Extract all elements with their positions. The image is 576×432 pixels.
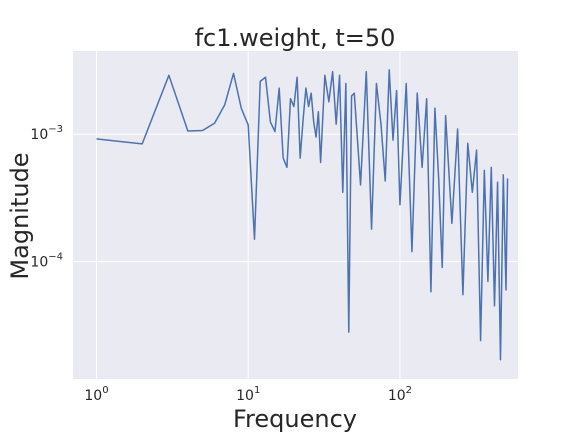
- x-tick-labels: 100 101 102: [84, 385, 412, 404]
- y-tick-label: 10−4: [30, 252, 63, 271]
- chart-title: fc1.weight, t=50: [195, 24, 396, 52]
- grid-lines: [73, 51, 518, 379]
- x-tick-label: 100: [84, 385, 108, 404]
- x-tick-label: 102: [388, 385, 412, 404]
- x-tick-label: 101: [236, 385, 260, 404]
- y-axis-label: Magnitude: [6, 152, 34, 279]
- series-line: [96, 69, 509, 361]
- x-axis-label: Frequency: [233, 405, 357, 432]
- y-tick-label: 10−3: [30, 124, 63, 143]
- y-tick-labels: 10−4 10−3: [30, 124, 63, 270]
